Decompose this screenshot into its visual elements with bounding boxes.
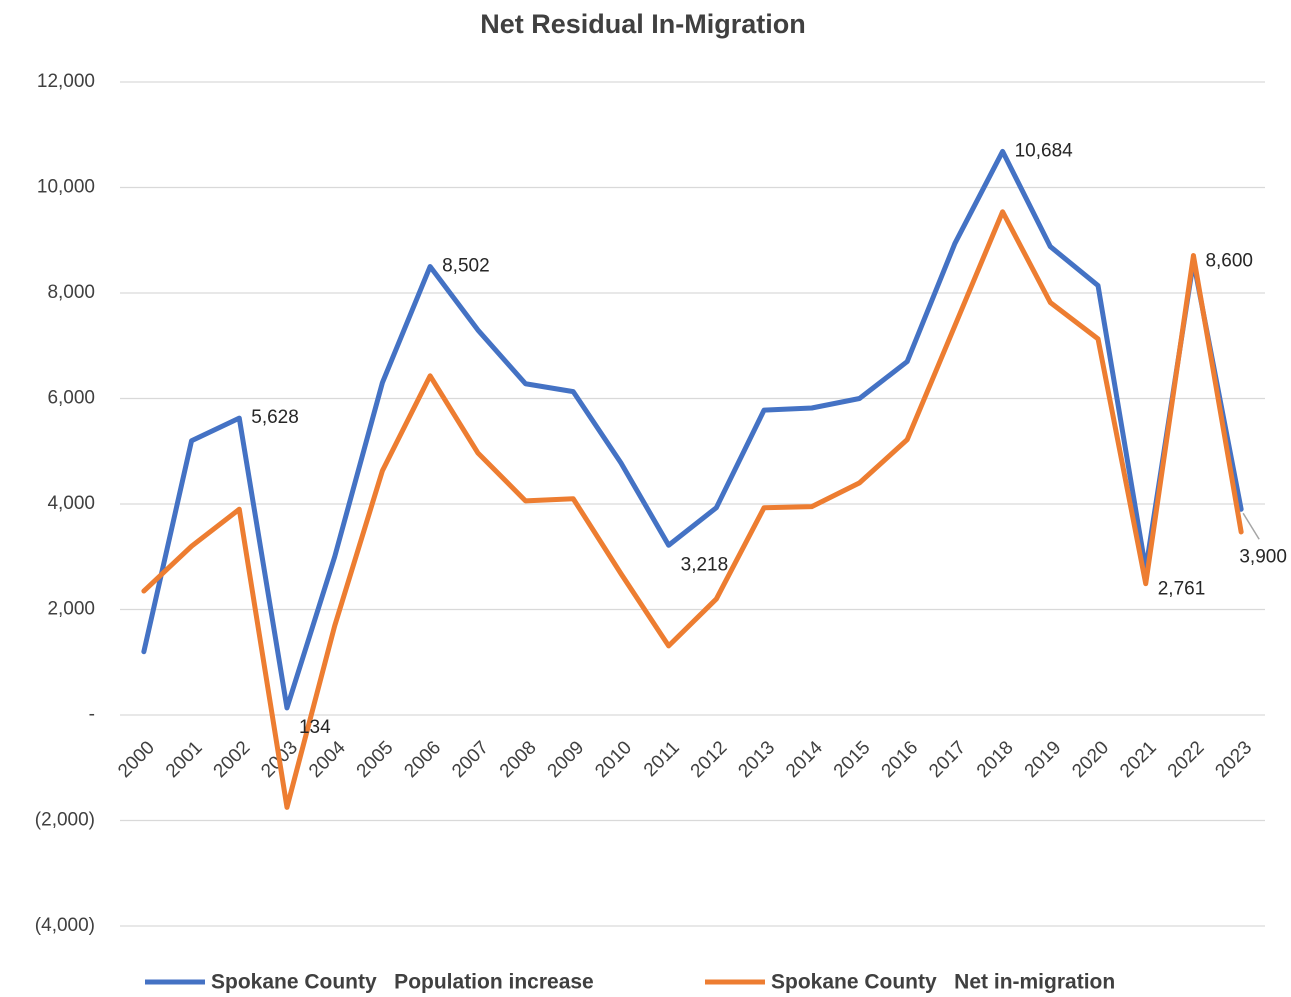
x-tick-label: 2002 [210,737,255,782]
x-tick-label: 2006 [400,737,445,782]
x-tick-label: 2000 [114,737,159,782]
y-tick-label: (2,000) [35,810,95,831]
data-label: 8,600 [1205,250,1253,271]
x-tick-label: 2008 [496,737,541,782]
x-tick-label: 2007 [448,737,493,782]
x-tick-label: 2012 [687,737,732,782]
legend-label: Spokane County Population increase [211,971,594,994]
x-tick-label: 2004 [305,737,350,782]
series-line [141,209,1244,810]
x-tick-label: 2014 [782,737,827,782]
x-tick-label: 2001 [162,737,207,782]
x-tick-label: 2022 [1164,737,1209,782]
data-label: 10,684 [1015,140,1074,161]
data-label: 3,218 [681,554,729,575]
y-tick-label: 8,000 [47,282,95,303]
x-tick-label: 2021 [1116,737,1161,782]
y-tick-label: 12,000 [37,71,95,92]
x-tick-label: 2016 [878,737,923,782]
chart-title: Net Residual In-Migration [480,9,806,39]
data-label: 8,502 [442,256,490,277]
leader-line [1242,512,1260,540]
y-tick-label: 2,000 [47,599,95,620]
x-tick-label: 2018 [973,737,1018,782]
x-tick-label: 2019 [1021,737,1066,782]
y-tick-label: 4,000 [47,493,95,514]
x-tick-label: 2011 [640,737,684,781]
y-tick-label: 10,000 [37,177,95,198]
x-tick-label: 2017 [925,737,970,782]
y-tick-label: (4,000) [35,915,95,936]
x-tick-label: 2009 [544,737,589,782]
y-tick-label: 6,000 [47,388,95,409]
data-label: 2,761 [1158,578,1206,599]
data-label: 3,900 [1239,546,1287,567]
x-tick-label: 2010 [591,737,636,782]
x-tick-label: 2015 [830,737,875,782]
x-tick-label: 2013 [734,737,779,782]
x-tick-label: 2005 [353,737,398,782]
x-tick-label: 2023 [1211,737,1256,782]
data-label: 5,628 [251,407,299,428]
legend-label: Spokane County Net in-migration [771,971,1115,994]
y-tick-label: - [89,704,95,725]
series-line [141,148,1244,711]
x-tick-label: 2020 [1068,737,1113,782]
data-label: 134 [299,717,331,738]
